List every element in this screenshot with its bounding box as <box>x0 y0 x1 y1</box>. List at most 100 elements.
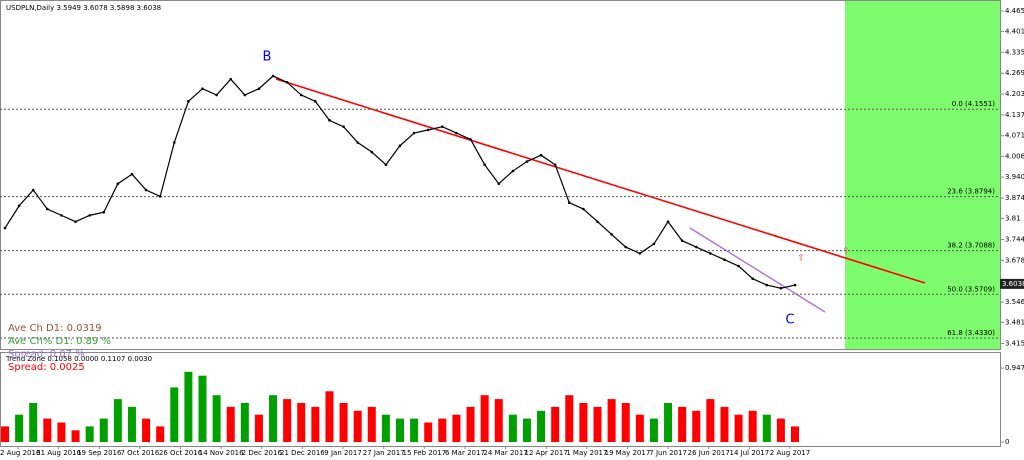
price-point <box>3 226 7 230</box>
price-point <box>567 201 571 205</box>
indicator-bar <box>381 414 390 442</box>
y-tick-label: 3.546 <box>1005 298 1024 306</box>
indicator-bar <box>1 426 9 442</box>
chart-header: USDPLN,Daily 3.5949 3.6078 3.5898 3.6038 <box>6 4 161 12</box>
price-point <box>215 93 218 97</box>
trend-line <box>275 78 926 284</box>
x-tick-label: 12 Aug 2016 <box>0 449 41 457</box>
price-panel <box>0 0 1001 350</box>
info-text: Ave Ch D1: 0.0319 <box>8 323 102 334</box>
y-tick-label: 4.269 <box>1005 69 1024 77</box>
indicator-bar <box>127 406 136 442</box>
price-point <box>370 150 374 154</box>
fib-label: 61.8 (3.4330) <box>947 329 995 337</box>
last-price: 3.6038 <box>1002 280 1024 288</box>
price-point <box>116 182 120 186</box>
indicator-bar <box>664 403 673 442</box>
price-point <box>539 153 543 157</box>
price-point <box>666 220 670 224</box>
price-point <box>356 141 359 144</box>
indicator-bar <box>311 406 320 442</box>
indicator-bar <box>635 414 644 442</box>
x-tick-label: 6 Mar 2017 <box>445 449 485 457</box>
x-tick-label: 19 May 2017 <box>605 449 651 457</box>
indicator-bar <box>494 399 503 442</box>
indicator-bar <box>156 426 165 442</box>
indicator-bar <box>367 406 376 442</box>
price-point <box>412 131 416 135</box>
x-tick-label: 24 Mar 2017 <box>483 449 527 457</box>
indicator-bar <box>198 375 207 442</box>
x-tick-label: 7 Oct 2016 <box>120 449 159 457</box>
y-tick-label: 3.678 <box>1005 256 1024 264</box>
y-tick-label: 3.4155 <box>1005 340 1024 348</box>
indicator-bar <box>410 418 419 442</box>
price-point <box>229 77 233 81</box>
price-point <box>271 74 275 78</box>
channel-line <box>689 227 826 313</box>
price-point <box>779 286 783 290</box>
price-point <box>624 245 628 249</box>
indicator-bar <box>480 395 489 442</box>
indicator-bar <box>551 406 560 442</box>
info-text: Ave Ch% D1: 0.89 % <box>8 336 111 347</box>
indicator-bar <box>692 410 701 442</box>
y-tick-label: 3.4815 <box>1005 319 1024 327</box>
price-point <box>46 207 49 211</box>
y-tick-label: 3.9405 <box>1005 173 1024 181</box>
y-tick-label: 3.81 <box>1005 215 1021 223</box>
x-tick-label: 14 Nov 2016 <box>199 449 244 457</box>
indicator-bar <box>565 395 574 442</box>
indicator-bar <box>283 399 292 442</box>
arrow-icon: ⇧ <box>842 247 850 257</box>
indicator-bar <box>438 418 447 442</box>
price-point <box>751 277 754 281</box>
indicator-title: Trend Zone 0.1058 0.0000 0.1107 0.0030 <box>5 355 152 363</box>
price-point <box>102 210 106 214</box>
x-tick-label: 19 Sep 2016 <box>77 449 122 457</box>
y-tick-label: 4.203 <box>1005 90 1024 98</box>
price-point <box>285 81 289 84</box>
price-point <box>328 119 331 122</box>
info-text: Spread: 0.0025 <box>8 362 85 373</box>
indicator-bar <box>29 403 38 442</box>
price-point <box>497 182 501 186</box>
x-tick-label: 12 Apr 2017 <box>525 449 568 457</box>
price-point <box>694 245 698 249</box>
indicator-bar <box>748 410 757 442</box>
indicator-bar <box>508 414 517 442</box>
indicator-bar <box>184 371 193 442</box>
indicator-bar <box>678 406 687 442</box>
x-tick-label: 9 Jan 2017 <box>324 449 362 457</box>
y-tick-label: 4.401 <box>1005 27 1024 35</box>
price-point <box>441 125 444 128</box>
price-point <box>299 93 303 97</box>
indicator-bar <box>593 406 602 442</box>
indicator-bar <box>57 422 66 442</box>
indicator-bar <box>254 414 263 442</box>
target-zone <box>845 0 1000 350</box>
price-point <box>793 283 797 287</box>
indicator-bar <box>297 403 306 442</box>
price-point <box>610 233 613 236</box>
indicator-bar <box>649 418 658 442</box>
indicator-panel <box>0 352 1001 447</box>
arrow-icon: ⇧ <box>797 254 805 264</box>
x-tick-label: 1 May 2017 <box>566 449 607 457</box>
price-point <box>398 144 402 148</box>
indicator-bar <box>226 406 235 442</box>
price-point <box>31 188 35 192</box>
indicator-bar <box>170 387 179 442</box>
price-point <box>511 169 515 173</box>
x-tick-label: 27 Jan 2017 <box>363 449 405 457</box>
x-tick-label: 14 Jul 2017 <box>730 449 770 457</box>
x-tick-label: 31 Aug 2016 <box>36 449 81 457</box>
indicator-bar <box>325 391 334 442</box>
indicator-bar <box>85 426 94 442</box>
x-tick-label: 26 Oct 2016 <box>159 449 203 457</box>
price-point <box>158 195 162 198</box>
indicator-bar <box>607 399 616 442</box>
indicator-bar <box>621 403 630 442</box>
price-point <box>60 214 63 217</box>
